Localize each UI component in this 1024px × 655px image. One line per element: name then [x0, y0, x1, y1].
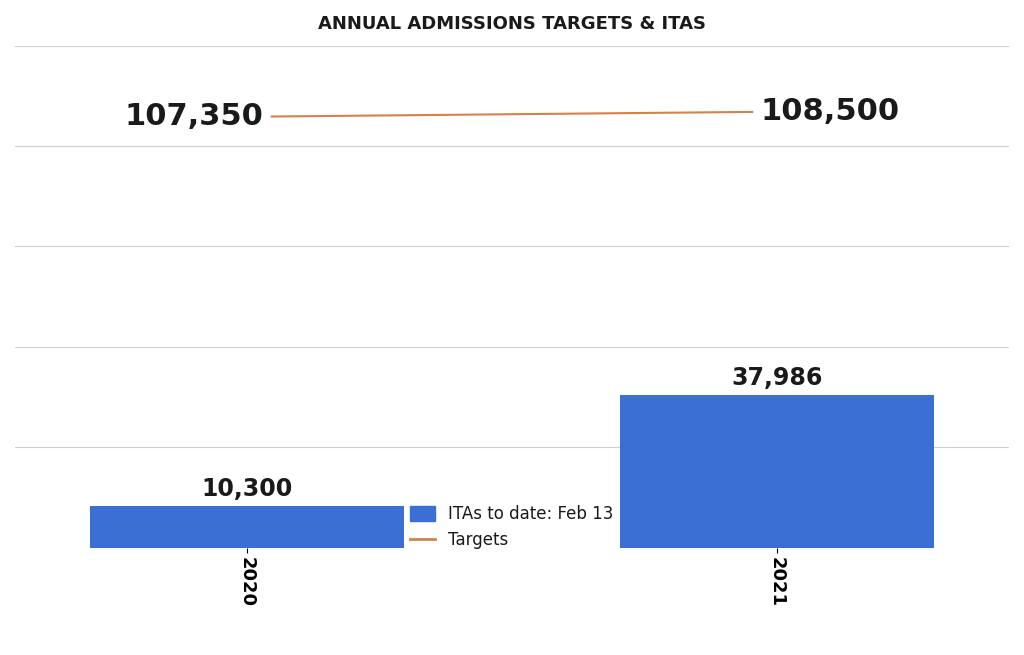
Title: ANNUAL ADMISSIONS TARGETS & ITAS: ANNUAL ADMISSIONS TARGETS & ITAS	[318, 15, 706, 33]
Legend: ITAs to date: Feb 13, Targets: ITAs to date: Feb 13, Targets	[411, 505, 613, 550]
Bar	[89, 506, 404, 548]
Text: 37,986: 37,986	[731, 366, 822, 390]
Text: 107,350: 107,350	[125, 102, 263, 131]
Bar	[620, 395, 935, 548]
Text: 108,500: 108,500	[761, 98, 900, 126]
Text: 10,300: 10,300	[202, 477, 293, 501]
